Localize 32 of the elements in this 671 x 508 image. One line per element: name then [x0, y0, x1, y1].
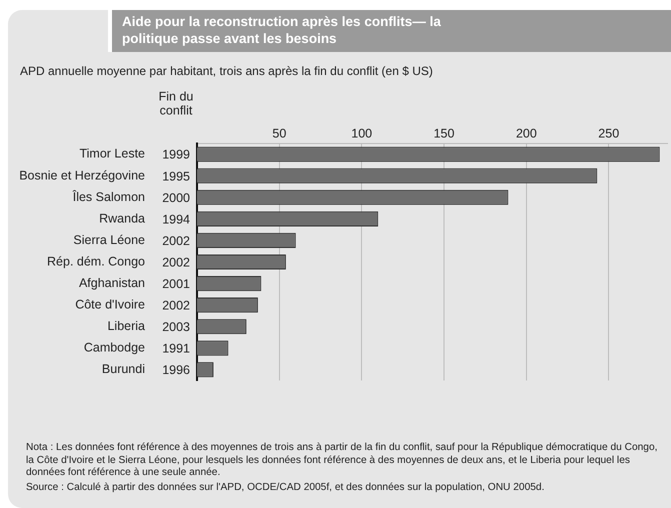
- y-tick-label: Timor Leste: [79, 146, 146, 161]
- text: 2002: [162, 298, 190, 313]
- y-tick-label: Afghanistan: [78, 276, 146, 290]
- text: 2001: [162, 277, 190, 291]
- y-tick-label: Côte d'Ivoire: [75, 298, 146, 312]
- text: 1991: [162, 342, 190, 356]
- y-tick-label: Rép. dém. Congo: [47, 254, 146, 268]
- text: Fin du conflit: [158, 89, 194, 118]
- text: 1999: [162, 148, 190, 162]
- text: Nota : Les données font référence à des moyennes de trois ans à partir de la fin du conflit, sauf pour la République démocratique du Congo, la Côte d'Ivoire et le Sierra Léone, pour lesquels les données font référence à des moyennes de deux ans, et le Liberia pour lequel les données font référence à une seule année.: [26, 442, 658, 480]
- chart-subtitle: APD annuelle moyenne par habitant, trois ans après la fin du conflit (en $ US): [20, 64, 433, 78]
- x-tick-label: 250: [598, 126, 620, 140]
- y-tick-label: Liberia: [107, 319, 146, 334]
- y-tick-label: Îles Salomon: [72, 190, 146, 204]
- text: 1995: [162, 169, 190, 184]
- y-tick-label: Rwanda: [99, 211, 146, 226]
- x-tick-label: 150: [434, 126, 454, 140]
- x-tick-label: 50: [272, 126, 286, 140]
- source-note: Source : Calculé à partir des données sur l'APD, OCDE/CAD 2005f, et des données sur la population, ONU 2005d.: [26, 482, 546, 494]
- y-tick-label: Sierra Léone: [73, 232, 146, 247]
- y-tick-label: Burundi: [102, 362, 145, 376]
- text: 2002: [162, 234, 190, 248]
- x-tick-label: 100: [351, 126, 372, 140]
- text: 1996: [162, 363, 190, 378]
- text: 2000: [162, 190, 190, 205]
- chart-title: Aide pour la reconstruction après les conflits— la politique passe avant les besoins: [108, 10, 671, 52]
- text: 2002: [162, 255, 190, 270]
- x-tick-label: 200: [516, 126, 537, 140]
- text: 2003: [162, 320, 190, 334]
- text: 1994: [162, 212, 190, 226]
- y-tick-label: Bosnie et Herzégovine: [19, 168, 146, 182]
- y-tick-label: Cambodge: [84, 340, 146, 355]
